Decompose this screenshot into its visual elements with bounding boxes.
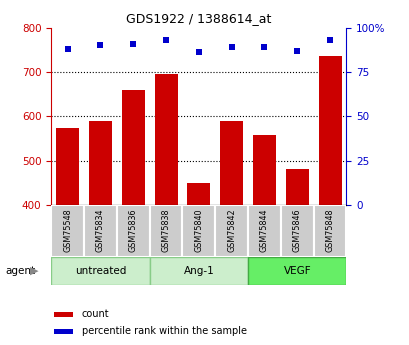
Bar <box>318 57 341 205</box>
Bar <box>280 205 313 257</box>
Bar <box>154 74 177 205</box>
Point <box>228 45 234 50</box>
Bar <box>51 205 84 257</box>
Bar <box>54 312 72 317</box>
Point <box>293 48 300 53</box>
Text: VEGF: VEGF <box>283 266 310 276</box>
Text: GSM75846: GSM75846 <box>292 208 301 252</box>
Text: percentile rank within the sample: percentile rank within the sample <box>82 326 246 336</box>
Title: GDS1922 / 1388614_at: GDS1922 / 1388614_at <box>126 12 271 25</box>
Point <box>326 37 333 43</box>
Point <box>97 42 103 48</box>
Bar <box>149 257 247 285</box>
Text: GSM75842: GSM75842 <box>227 208 236 252</box>
Text: GSM75834: GSM75834 <box>96 208 105 252</box>
Point <box>162 37 169 43</box>
Bar <box>84 205 117 257</box>
Bar <box>54 329 72 334</box>
Text: untreated: untreated <box>74 266 126 276</box>
Bar <box>182 205 215 257</box>
Text: count: count <box>82 309 109 319</box>
Text: GSM75848: GSM75848 <box>325 208 334 252</box>
Bar <box>117 205 149 257</box>
Bar <box>187 183 210 205</box>
Text: Ang-1: Ang-1 <box>183 266 213 276</box>
Bar <box>89 121 112 205</box>
Point <box>261 45 267 50</box>
Text: GSM75548: GSM75548 <box>63 208 72 252</box>
Bar <box>313 205 346 257</box>
Text: agent: agent <box>5 266 35 276</box>
Bar <box>247 205 280 257</box>
Bar <box>252 135 275 205</box>
Bar <box>149 205 182 257</box>
Text: GSM75838: GSM75838 <box>161 208 170 252</box>
Point <box>130 41 136 46</box>
Bar <box>285 169 308 205</box>
Bar <box>215 205 247 257</box>
Bar <box>56 128 79 205</box>
Text: GSM75844: GSM75844 <box>259 208 268 252</box>
Text: ▶: ▶ <box>29 266 38 276</box>
Point <box>64 46 71 52</box>
Text: GSM75840: GSM75840 <box>194 208 203 252</box>
Point <box>195 50 202 55</box>
Text: GSM75836: GSM75836 <box>128 208 137 252</box>
Bar <box>247 257 346 285</box>
Bar <box>51 257 149 285</box>
Bar <box>121 90 144 205</box>
Bar <box>220 121 243 205</box>
